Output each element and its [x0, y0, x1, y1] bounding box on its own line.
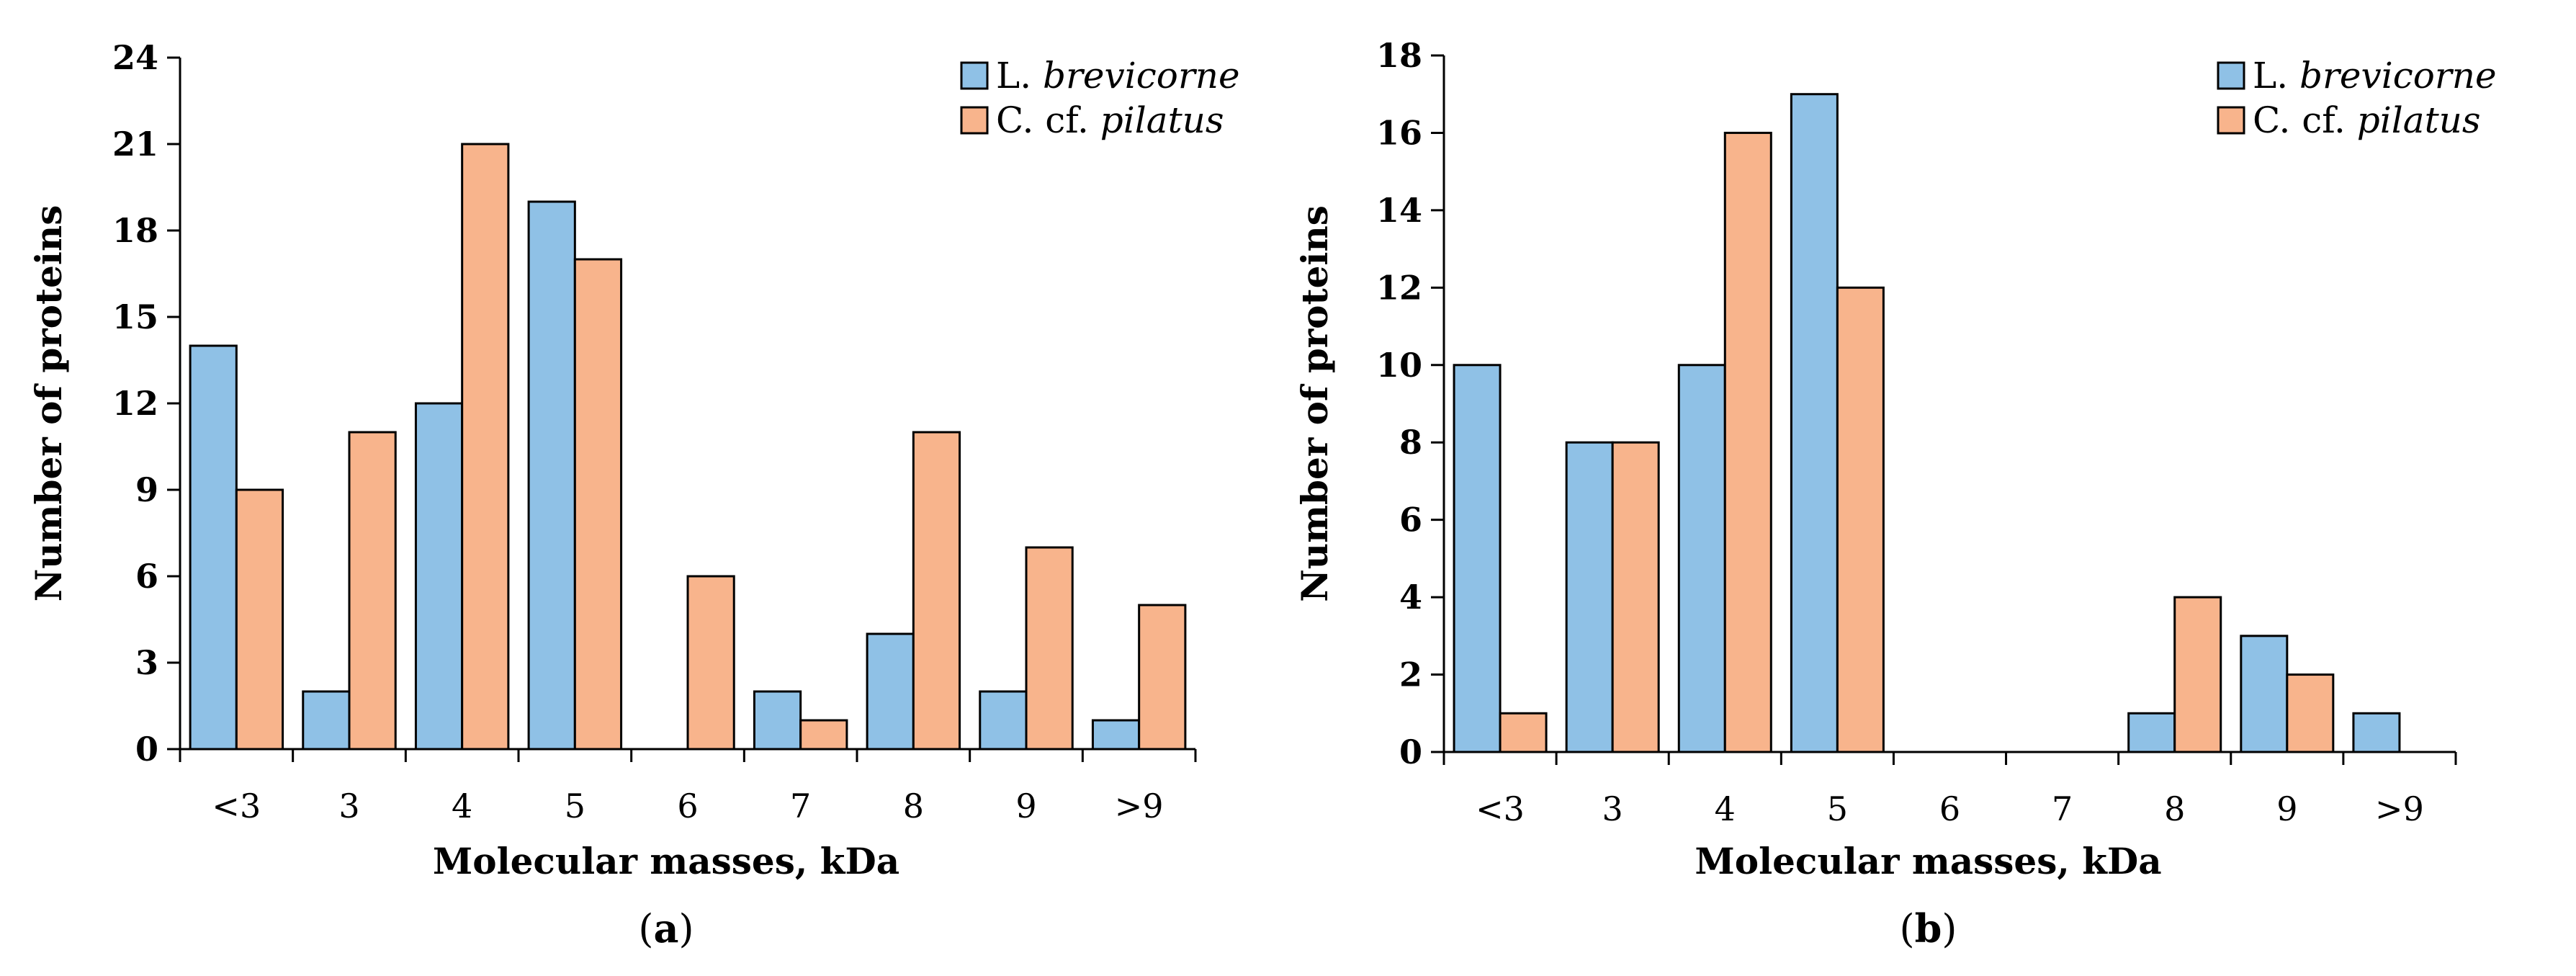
panel-label: (b) — [1900, 905, 1957, 952]
bar-c-pilatus-2 — [1723, 131, 1772, 753]
x-tick-label: 8 — [2164, 789, 2185, 828]
x-tick-label: >9 — [1115, 787, 1164, 825]
bar-c-pilatus-1 — [348, 431, 397, 751]
bar-c-pilatus-3 — [573, 258, 623, 751]
y-tick-label: 12 — [1376, 268, 1422, 307]
bar-c-pilatus-7 — [2286, 673, 2335, 753]
legend-swatch — [960, 61, 989, 90]
y-tick-label: 18 — [1376, 36, 1422, 75]
bar-c-pilatus-2 — [461, 143, 510, 751]
x-tick-label: 4 — [1715, 789, 1736, 828]
y-tick-label: 10 — [1376, 346, 1422, 385]
x-tick-label: 3 — [338, 787, 359, 825]
y-tick-label: 15 — [112, 297, 158, 336]
y-tick-label: 18 — [112, 211, 158, 250]
y-tick-label: 14 — [1376, 191, 1422, 230]
bar-c-pilatus-0 — [235, 488, 284, 751]
bar-c-pilatus-6 — [2173, 596, 2222, 753]
legend-entry: C. cf. pilatus — [2253, 99, 2481, 141]
bar-c-pilatus-0 — [1499, 712, 1548, 753]
bar-l-brevicorne-0 — [189, 344, 238, 751]
bar-l-brevicorne-3 — [1790, 93, 1839, 753]
x-tick-label: 5 — [1827, 789, 1848, 828]
x-tick-label: 3 — [1602, 789, 1623, 828]
bar-l-brevicorne-6 — [2127, 712, 2176, 753]
legend-entry: L. brevicorne — [2253, 55, 2497, 97]
y-tick-label: 16 — [1376, 113, 1422, 152]
bar-c-pilatus-3 — [1836, 286, 1885, 753]
bar-c-pilatus-7 — [1025, 546, 1074, 751]
x-tick-label: 7 — [2052, 789, 2073, 828]
y-tick-label: 0 — [1399, 733, 1422, 771]
legend-swatch — [2217, 106, 2245, 135]
bar-l-brevicorne-7 — [979, 690, 1028, 751]
y-tick-label: 4 — [1399, 578, 1422, 617]
x-tick-label: 8 — [903, 787, 924, 825]
legend-swatch — [2217, 61, 2245, 90]
y-tick-label: 8 — [1399, 423, 1422, 462]
bar-l-brevicorne-2 — [1677, 364, 1726, 753]
bar-l-brevicorne-1 — [302, 690, 351, 751]
bar-l-brevicorne-0 — [1453, 364, 1502, 753]
y-tick-label: 3 — [135, 643, 158, 682]
chart-panel-b: 0 2 4 6 8 10 12 14 16 18 <3 3 4 5 6 7 8 9 >9 Molecular mass… — [1293, 36, 2497, 952]
chart-panel-a: 0 3 6 9 12 15 18 21 24 <3 3 4 5 6 7 8 9 >9 Molecular masse… — [27, 38, 1240, 952]
bar-c-pilatus-8 — [1138, 604, 1187, 751]
bar-l-brevicorne-5 — [753, 690, 802, 751]
x-tick-label: 6 — [677, 787, 698, 825]
y-tick-label: 21 — [112, 125, 158, 164]
x-axis-title: Molecular masses, kDa — [1695, 840, 2161, 882]
y-tick-label: 6 — [135, 557, 158, 596]
bar-c-pilatus-6 — [912, 431, 961, 751]
x-tick-label: <3 — [1476, 789, 1525, 828]
bar-l-brevicorne-6 — [866, 632, 915, 751]
bar-c-pilatus-5 — [799, 719, 848, 751]
y-tick-label: 24 — [112, 38, 158, 77]
panel-label: (a) — [638, 905, 694, 952]
x-tick-label: 7 — [790, 787, 811, 825]
bar-l-brevicorne-1 — [1565, 441, 1614, 753]
bar-c-pilatus-1 — [1611, 441, 1660, 753]
y-axis-title: Number of proteins — [27, 205, 70, 602]
y-tick-label: 6 — [1399, 501, 1422, 540]
x-axis-title: Molecular masses, kDa — [433, 840, 899, 882]
x-tick-label: 5 — [565, 787, 585, 825]
x-tick-label: <3 — [212, 787, 261, 825]
x-tick-label: 9 — [1015, 787, 1036, 825]
legend-swatch — [960, 106, 989, 135]
y-tick-label: 12 — [112, 384, 158, 423]
x-tick-label: 4 — [452, 787, 472, 825]
bar-l-brevicorne-3 — [527, 200, 576, 751]
bar-c-pilatus-4 — [686, 575, 735, 751]
legend-entry: C. cf. pilatus — [996, 99, 1224, 141]
bar-l-brevicorne-2 — [414, 402, 464, 751]
x-tick-label: >9 — [2375, 789, 2424, 828]
y-tick-label: 9 — [135, 470, 158, 509]
bar-l-brevicorne-7 — [2240, 635, 2289, 753]
x-tick-label: 9 — [2276, 789, 2297, 828]
y-tick-label: 0 — [135, 730, 158, 769]
legend-entry: L. brevicorne — [996, 55, 1240, 97]
bar-l-brevicorne-8 — [2352, 712, 2401, 753]
y-tick-label: 2 — [1399, 655, 1422, 694]
y-axis-title: Number of proteins — [1293, 205, 1336, 602]
bar-l-brevicorne-8 — [1091, 719, 1141, 751]
x-tick-label: 6 — [1939, 789, 1960, 828]
